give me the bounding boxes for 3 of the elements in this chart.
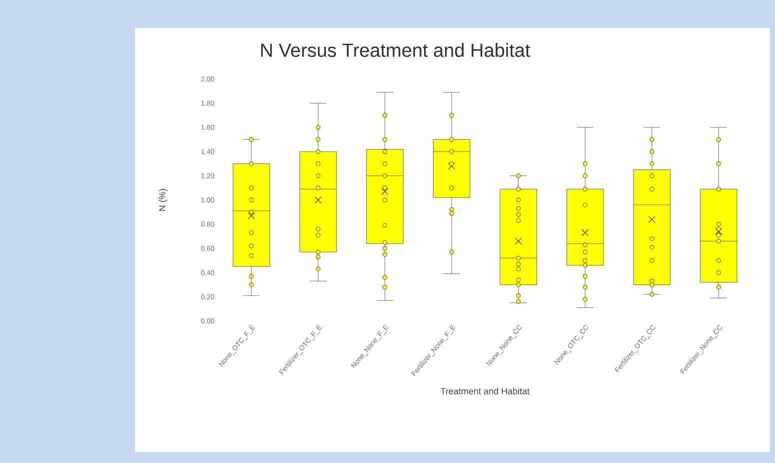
x-axis-title: Treatment and Habitat	[440, 388, 530, 394]
y-axis-title: N (%)	[158, 189, 168, 211]
chart-title: N Versus Treatment and Habitat	[261, 43, 530, 57]
